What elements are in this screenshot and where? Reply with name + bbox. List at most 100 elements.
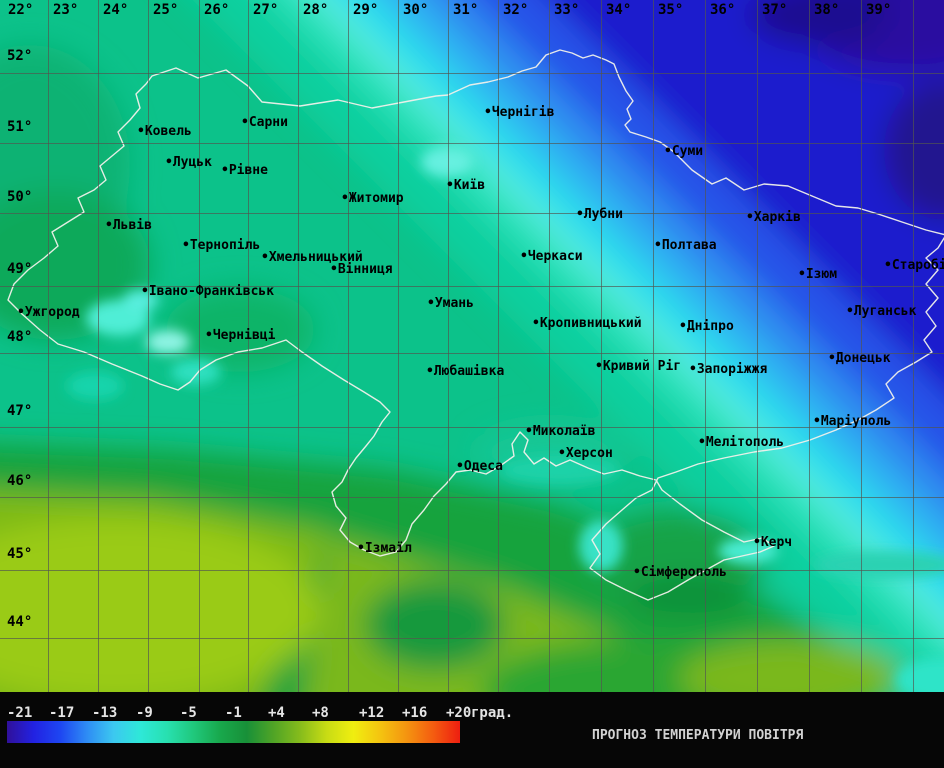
temperature-field-svg bbox=[0, 0, 944, 692]
city-label: •Вінниця bbox=[330, 262, 393, 277]
grid-line-horizontal bbox=[0, 143, 944, 144]
city-label: •Тернопіль bbox=[182, 238, 261, 253]
city-label: •Одеса bbox=[456, 459, 503, 474]
temperature-map: 22° 23° 24° 25° 26° 27° 28° 29° 30° 31° 32° 33° 34° 3… bbox=[0, 0, 944, 692]
city-label: •Рівне bbox=[221, 163, 268, 178]
legend-bar: -21 -17 -13 -9 -5 -1 +4 +8 +12 +16 +20 град. ПРОГНО… bbox=[0, 692, 944, 768]
longitude-label: 35° bbox=[658, 2, 684, 18]
legend-tick-label: +20 bbox=[446, 705, 472, 721]
grid-line-vertical bbox=[398, 0, 399, 692]
legend-tick-label: -9 bbox=[136, 705, 153, 721]
latitude-label: 49° bbox=[7, 261, 33, 277]
city-label: •Ужгород bbox=[17, 305, 80, 320]
grid-line-vertical bbox=[913, 0, 914, 692]
city-label: •Мелітополь bbox=[698, 435, 785, 450]
city-label: •Чернівці bbox=[205, 328, 276, 343]
grid-line-vertical bbox=[757, 0, 758, 692]
longitude-label: 34° bbox=[606, 2, 632, 18]
grid-line-vertical bbox=[809, 0, 810, 692]
longitude-label: 39° bbox=[866, 2, 892, 18]
grid-line-horizontal bbox=[0, 213, 944, 214]
city-label: •Ізмаїл bbox=[357, 541, 412, 556]
city-label: •Керч bbox=[753, 535, 793, 550]
city-label: •Львів bbox=[105, 218, 152, 233]
grid-line-vertical bbox=[348, 0, 349, 692]
longitude-label: 25° bbox=[153, 2, 179, 18]
city-label: •Хмельницький bbox=[261, 250, 363, 265]
grid-line-vertical bbox=[298, 0, 299, 692]
grid-line-horizontal bbox=[0, 497, 944, 498]
latitude-label: 47° bbox=[7, 403, 33, 419]
longitude-label: 22° bbox=[8, 2, 34, 18]
legend-tick-label: -5 bbox=[180, 705, 197, 721]
legend-tick-label: +8 bbox=[312, 705, 329, 721]
legend-tick-label: +12 bbox=[359, 705, 385, 721]
city-label: •Черкаси bbox=[520, 249, 583, 264]
grid-line-vertical bbox=[653, 0, 654, 692]
ukraine-border-path bbox=[7, 49, 944, 601]
grid-line-vertical bbox=[549, 0, 550, 692]
latitude-label: 50° bbox=[7, 189, 33, 205]
local-anomaly-spots bbox=[67, 147, 944, 692]
legend-unit-label: град. bbox=[471, 705, 514, 721]
city-label: •Маріуполь bbox=[813, 414, 892, 429]
latitude-label: 46° bbox=[7, 473, 33, 489]
city-label: •Миколаїв bbox=[525, 424, 596, 439]
latitude-label: 48° bbox=[7, 329, 33, 345]
city-label: •Харків bbox=[746, 210, 801, 225]
longitude-label: 26° bbox=[204, 2, 230, 18]
grid-line-vertical bbox=[48, 0, 49, 692]
grid-line-horizontal bbox=[0, 286, 944, 287]
longitude-label: 38° bbox=[814, 2, 840, 18]
legend-tick-label: -21 bbox=[7, 705, 33, 721]
longitude-label: 23° bbox=[53, 2, 79, 18]
forecast-caption: ПРОГНОЗ ТЕМПЕРАТУРИ ПОВІТРЯ НА 23.02.202… bbox=[592, 701, 827, 768]
city-label: •Кривий Ріг bbox=[595, 359, 682, 374]
grid-line-vertical bbox=[448, 0, 449, 692]
city-label: •Житомир bbox=[341, 191, 404, 206]
longitude-label: 27° bbox=[253, 2, 279, 18]
city-label: •Херсон bbox=[558, 446, 613, 461]
grid-line-horizontal bbox=[0, 353, 944, 354]
grid-line-vertical bbox=[199, 0, 200, 692]
grid-line-vertical bbox=[861, 0, 862, 692]
latitude-label: 51° bbox=[7, 119, 33, 135]
city-label: •Ізюм bbox=[798, 267, 838, 282]
city-label: •Сарни bbox=[241, 115, 288, 130]
longitude-label: 24° bbox=[103, 2, 129, 18]
longitude-label: 30° bbox=[403, 2, 429, 18]
grid-line-horizontal bbox=[0, 73, 944, 74]
grid-line-vertical bbox=[98, 0, 99, 692]
city-label: •Дніпро bbox=[679, 319, 734, 334]
longitude-label: 28° bbox=[303, 2, 329, 18]
latitude-label: 45° bbox=[7, 546, 33, 562]
legend-tick-label: +16 bbox=[402, 705, 428, 721]
grid-line-vertical bbox=[601, 0, 602, 692]
city-label: •Луцьк bbox=[165, 155, 212, 170]
grid-line-vertical bbox=[248, 0, 249, 692]
legend-tick-label: -13 bbox=[92, 705, 118, 721]
city-label: •Суми bbox=[664, 144, 704, 159]
city-label: •Київ bbox=[446, 178, 486, 193]
forecast-title: ПРОГНОЗ ТЕМПЕРАТУРИ ПОВІТРЯ bbox=[592, 728, 804, 743]
grid-line-vertical bbox=[148, 0, 149, 692]
city-label: •Ковель bbox=[137, 124, 192, 139]
grid-line-horizontal bbox=[0, 570, 944, 571]
longitude-label: 37° bbox=[762, 2, 788, 18]
city-label: •Любашівка bbox=[426, 364, 505, 379]
city-label: •Чернігів bbox=[484, 105, 555, 120]
city-label: •Полтава bbox=[654, 238, 717, 253]
grid-line-horizontal bbox=[0, 427, 944, 428]
longitude-label: 32° bbox=[503, 2, 529, 18]
legend-tick-label: +4 bbox=[268, 705, 285, 721]
latitude-label: 44° bbox=[7, 614, 33, 630]
city-label: •Івано-Франківськ bbox=[141, 284, 275, 299]
city-label: •Умань bbox=[427, 296, 474, 311]
city-label: •Старобільськ bbox=[884, 258, 944, 273]
city-label: •Луганськ bbox=[846, 304, 917, 319]
latitude-label: 52° bbox=[7, 48, 33, 64]
city-label: •Лубни bbox=[576, 207, 623, 222]
city-label: •Запоріжжя bbox=[689, 362, 768, 377]
longitude-label: 33° bbox=[554, 2, 580, 18]
city-label: •Сімферополь bbox=[633, 565, 727, 580]
